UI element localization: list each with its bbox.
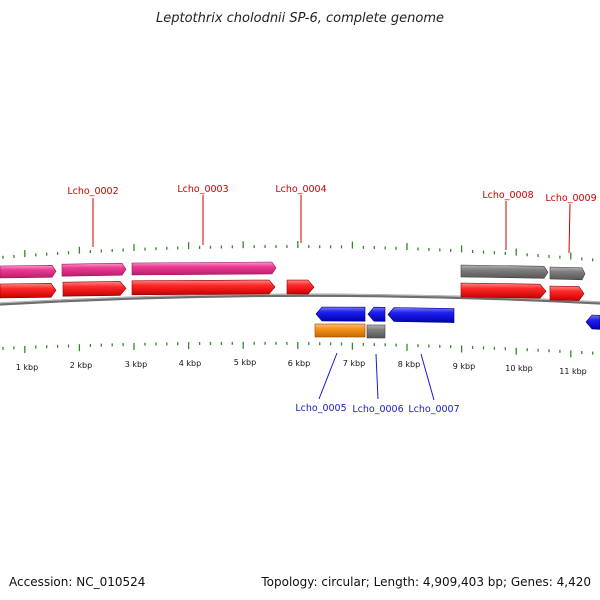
leader-line — [568, 203, 571, 254]
gene-feature[interactable] — [315, 306, 366, 322]
gene-label-lcho-0006[interactable]: Lcho_0006 — [352, 404, 403, 415]
reverse-gene-row — [315, 306, 600, 330]
bottom-leader-lines — [318, 352, 435, 401]
gene-feature[interactable] — [549, 285, 585, 301]
gene-label-lcho-0004[interactable]: Lcho_0004 — [275, 184, 326, 195]
gene-feature[interactable] — [61, 262, 127, 277]
genome-backbone — [0, 293, 600, 306]
kbp-label: 1 kbp — [16, 363, 38, 372]
leader-line — [420, 353, 435, 401]
kbp-label: 4 kbp — [179, 359, 201, 368]
leader-line — [318, 352, 338, 400]
gene-feature[interactable] — [131, 261, 277, 276]
forward-gene-row — [0, 279, 585, 301]
lower-tick-row — [2, 341, 594, 358]
map-title: Leptothrix cholodnii SP-6, complete geno… — [156, 11, 444, 26]
gene-label-lcho-0005[interactable]: Lcho_0005 — [295, 403, 346, 414]
kbp-label: 9 kbp — [453, 362, 475, 371]
gene-feature[interactable] — [286, 279, 315, 295]
top-gene-labels: Lcho_0002 Lcho_0003 Lcho_0004 Lcho_0008 … — [67, 184, 596, 204]
gene-feature[interactable] — [585, 314, 600, 330]
top-leader-lines — [92, 195, 571, 254]
gene-label-lcho-0007[interactable]: Lcho_0007 — [408, 404, 459, 415]
upper-tick-row — [2, 241, 594, 262]
leader-line — [375, 353, 379, 400]
forward-cds-row — [0, 261, 586, 281]
accession-text: Accession: NC_010524 — [9, 575, 145, 589]
kbp-label: 2 kbp — [70, 361, 92, 370]
bottom-gene-labels: Lcho_0005 Lcho_0006 Lcho_0007 — [295, 403, 459, 415]
gene-feature[interactable] — [0, 282, 57, 299]
gene-feature[interactable] — [0, 264, 57, 279]
gene-feature[interactable] — [387, 307, 455, 323]
kbp-label: 7 kbp — [343, 359, 365, 368]
reverse-cds-row — [314, 323, 386, 339]
kbp-label: 10 kbp — [505, 364, 533, 373]
gene-feature[interactable] — [460, 264, 549, 279]
kbp-label: 3 kbp — [125, 360, 147, 369]
kbp-scale: 1 kbp 2 kbp 3 kbp 4 kbp 5 kbp 6 kbp 7 kb… — [16, 358, 587, 376]
kbp-label: 8 kbp — [398, 360, 420, 369]
kbp-label: 11 kbp — [559, 367, 587, 376]
gene-label-lcho-0008[interactable]: Lcho_0008 — [482, 190, 533, 201]
kbp-label: 6 kbp — [288, 359, 310, 368]
gene-feature[interactable] — [367, 306, 386, 322]
gene-feature[interactable] — [62, 281, 127, 297]
topology-summary: Topology: circular; Length: 4,909,403 bp… — [260, 575, 591, 589]
gene-feature[interactable] — [314, 323, 366, 338]
kbp-label: 5 kbp — [234, 358, 256, 367]
gene-label-lcho-0002[interactable]: Lcho_0002 — [67, 186, 118, 197]
gene-feature[interactable] — [549, 266, 586, 281]
gene-feature[interactable] — [366, 324, 386, 339]
gene-label-lcho-0009[interactable]: Lcho_0009 — [545, 193, 596, 204]
gene-label-lcho-0003[interactable]: Lcho_0003 — [177, 184, 228, 195]
gene-feature[interactable] — [460, 282, 547, 299]
gene-feature[interactable] — [131, 279, 276, 296]
